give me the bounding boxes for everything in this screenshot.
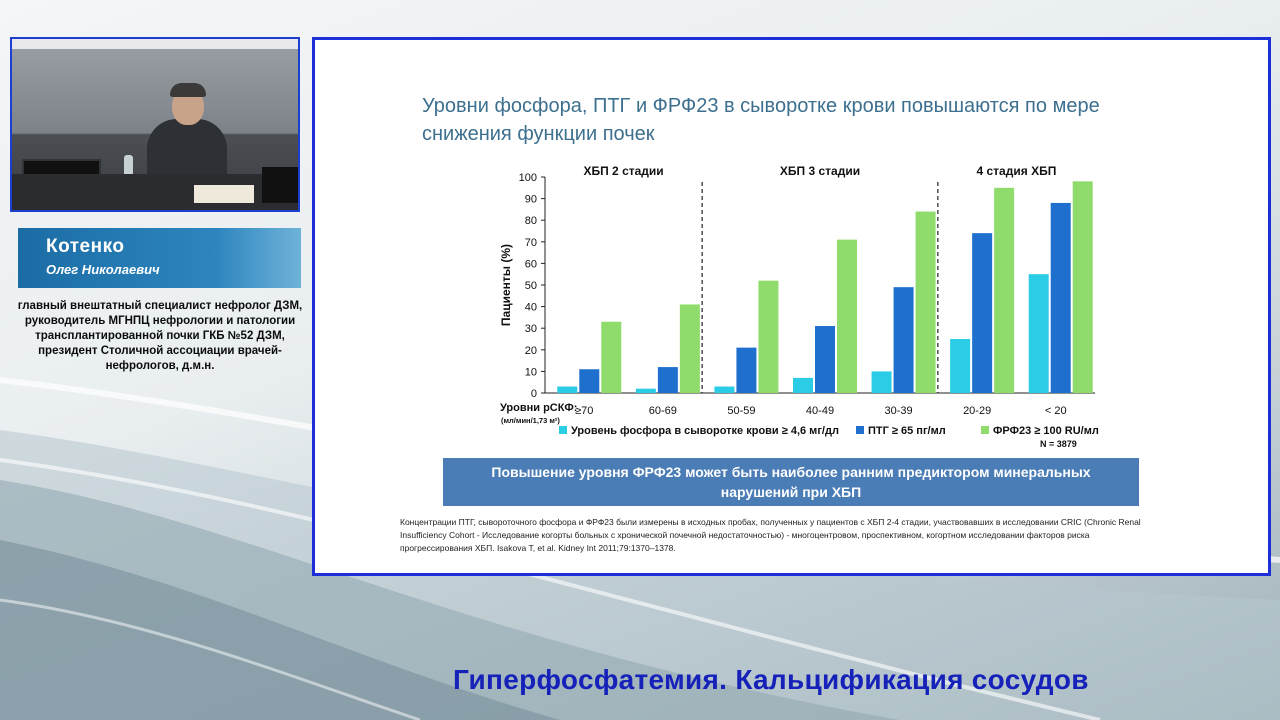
bar-phosphate	[950, 339, 971, 393]
x-tick-label: 20-29	[963, 405, 991, 417]
speaker-bio: главный внештатный специалист нефролог Д…	[10, 299, 310, 374]
y-tick-label: 10	[525, 366, 537, 378]
x-axis-label: Уровни рСКФ:	[500, 402, 577, 414]
bar-phosphate	[1028, 274, 1049, 393]
bio-line: трансплантированной почки ГКБ №52 ДЗМ,	[35, 330, 285, 342]
legend-swatch	[559, 426, 567, 434]
legend-label: ПТГ ≥ 65 пг/мл	[868, 425, 946, 437]
bar-fgf23	[994, 187, 1015, 393]
legend-swatch	[981, 426, 989, 434]
x-tick-label: 60-69	[649, 405, 677, 417]
bar-chart: 0 10 20 30 40 50 60 70 80 90 100 Пациенты (%) ≥70 60-…	[499, 164, 1099, 449]
legend-label: Уровень фосфора в сыворотке крови ≥ 4,6 …	[571, 425, 839, 437]
bar-phosphate	[871, 371, 892, 393]
slide-title: Уровни фосфора, ПТГ и ФРФ23 в сыворотке …	[422, 95, 1100, 145]
bar-phosphate	[557, 386, 578, 393]
bar-pth	[579, 369, 600, 393]
bar-phosphate	[793, 377, 813, 393]
bar-pth	[815, 326, 835, 393]
y-tick-label: 40	[525, 302, 537, 314]
bar-phosphate	[635, 388, 656, 393]
x-tick-label: 30-39	[885, 405, 913, 417]
y-tick-label: 90	[525, 194, 537, 206]
x-tick-label: 50-59	[727, 405, 755, 417]
bar-pth	[736, 347, 757, 393]
bar-phosphate	[714, 386, 735, 393]
bar-fgf23	[679, 304, 700, 393]
bar-fgf23	[601, 321, 622, 393]
y-tick-label: 20	[525, 345, 537, 357]
footer-title: Гиперфосфатемия. Кальцификация сосудов	[453, 664, 1089, 695]
stage-label: 4 стадия ХБП	[977, 164, 1057, 178]
x-axis-units: (мл/мин/1,73 м²)	[501, 416, 560, 425]
x-tick-label: ≥70	[575, 405, 593, 417]
bio-line: нефрологов, д.м.н.	[105, 360, 215, 372]
speaker-name-card: Котенко Олег Николаевич	[18, 228, 301, 288]
y-tick-label: 30	[525, 323, 537, 335]
bar-fgf23	[837, 239, 857, 393]
speaker-video	[10, 37, 300, 212]
y-axis-label: Пациенты (%)	[499, 244, 513, 326]
bio-line: руководитель МГНПЦ нефрологии и патологи…	[24, 315, 296, 327]
y-tick-label: 50	[525, 280, 537, 292]
bar-fgf23	[915, 211, 936, 393]
bar-pth	[657, 367, 678, 393]
y-tick-label: 70	[525, 237, 537, 249]
y-tick-label: 100	[519, 172, 537, 184]
speaker-surname: Котенко	[46, 236, 125, 257]
bar-pth	[893, 287, 914, 393]
x-tick-label: < 20	[1045, 405, 1067, 417]
speaker-given-names: Олег Николаевич	[46, 262, 160, 277]
legend-label: ФРФ23 ≥ 100 RU/мл	[993, 425, 1099, 437]
sample-size-note: N = 3879	[1040, 439, 1077, 449]
x-tick-label: 40-49	[806, 405, 834, 417]
bio-line: президент Столичной ассоциации врачей-	[38, 345, 282, 357]
slide-footnote: Концентрации ПТГ, сывороточного фосфора …	[400, 517, 1141, 553]
stage-label: ХБП 2 стадии	[583, 164, 663, 178]
y-tick-label: 0	[531, 388, 537, 400]
y-tick-label: 80	[525, 215, 537, 227]
bio-line: главный внештатный специалист нефролог Д…	[17, 300, 303, 312]
conclusion-callout: Повышение уровня ФРФ23 может быть наибол…	[443, 458, 1139, 506]
bar-pth	[972, 233, 993, 393]
presentation-slide: Уровни фосфора, ПТГ и ФРФ23 в сыворотке …	[312, 37, 1271, 576]
bar-fgf23	[1072, 181, 1093, 393]
bar-pth	[1050, 202, 1071, 393]
legend-swatch	[856, 426, 864, 434]
y-tick-label: 60	[525, 258, 537, 270]
stage-label: ХБП 3 стадии	[780, 164, 860, 178]
bar-fgf23	[758, 280, 779, 393]
